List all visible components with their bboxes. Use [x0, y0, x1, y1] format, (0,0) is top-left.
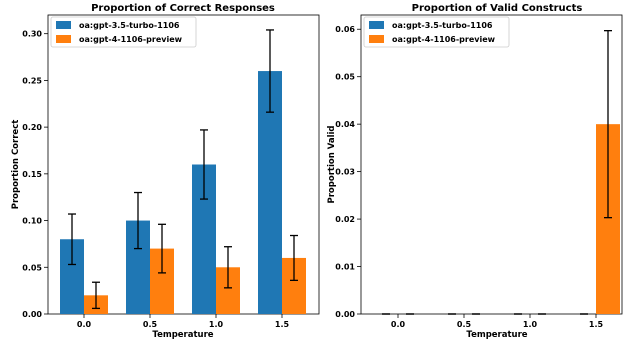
y-tick-label: 0.06 — [335, 25, 355, 34]
legend: oa:gpt-3.5-turbo-1106 oa:gpt-4-1106-prev… — [50, 16, 197, 48]
legend-label-series1: oa:gpt-3.5-turbo-1106 — [79, 21, 180, 30]
plot-area-frame — [47, 14, 320, 315]
legend-swatch-series2 — [369, 35, 384, 43]
y-tick-label: 0.25 — [22, 76, 42, 85]
y-tick-label: 0.01 — [335, 263, 355, 272]
x-tick-label: 1.5 — [589, 320, 604, 329]
x-tick-label: 0.5 — [457, 320, 472, 329]
legend-label-series2: oa:gpt-4-1106-preview — [79, 35, 183, 44]
chart-title: Proportion of Correct Responses — [91, 3, 275, 14]
x-tick-label: 1.0 — [523, 320, 538, 329]
y-tick-label: 0.00 — [22, 310, 42, 319]
legend-frame — [50, 16, 197, 48]
y-tick-label: 0.30 — [22, 30, 42, 39]
y-tick-label: 0.05 — [22, 263, 42, 272]
x-tick-label: 1.0 — [209, 320, 224, 329]
legend-swatch-series2 — [56, 35, 71, 43]
y-tick-label: 0.03 — [335, 168, 355, 177]
legend-frame — [363, 16, 510, 48]
legend-label-series2: oa:gpt-4-1106-preview — [392, 35, 496, 44]
legend-swatch-series1 — [56, 21, 71, 29]
y-axis-label: Proportion Correct — [11, 120, 21, 210]
plot-area-frame — [360, 14, 623, 315]
legend-label-series1: oa:gpt-3.5-turbo-1106 — [392, 21, 493, 30]
chart-title: Proportion of Valid Constructs — [412, 3, 583, 14]
x-axis-label: Temperature — [152, 330, 213, 340]
x-axis-label: Temperature — [466, 330, 527, 340]
x-tick-label: 0.5 — [143, 320, 158, 329]
chart-correct-responses: Proportion of Correct Responses Proporti… — [11, 3, 320, 340]
y-tick-label: 0.20 — [22, 123, 42, 132]
x-tick-label: 1.5 — [275, 320, 290, 329]
x-tick-label: 0.0 — [77, 320, 92, 329]
y-tick-label: 0.00 — [335, 310, 355, 319]
y-axis-label: Proportion Valid — [327, 126, 337, 204]
y-tick-label: 0.10 — [22, 217, 42, 226]
y-tick-label: 0.02 — [335, 215, 355, 224]
legend: oa:gpt-3.5-turbo-1106 oa:gpt-4-1106-prev… — [363, 16, 510, 48]
y-tick-label: 0.05 — [335, 73, 355, 82]
chart-valid-constructs: Proportion of Valid Constructs Proportio… — [327, 3, 623, 340]
x-tick-label: 0.0 — [391, 320, 406, 329]
legend-swatch-series1 — [369, 21, 384, 29]
y-tick-label: 0.04 — [335, 120, 355, 129]
y-tick-label: 0.15 — [22, 170, 42, 179]
